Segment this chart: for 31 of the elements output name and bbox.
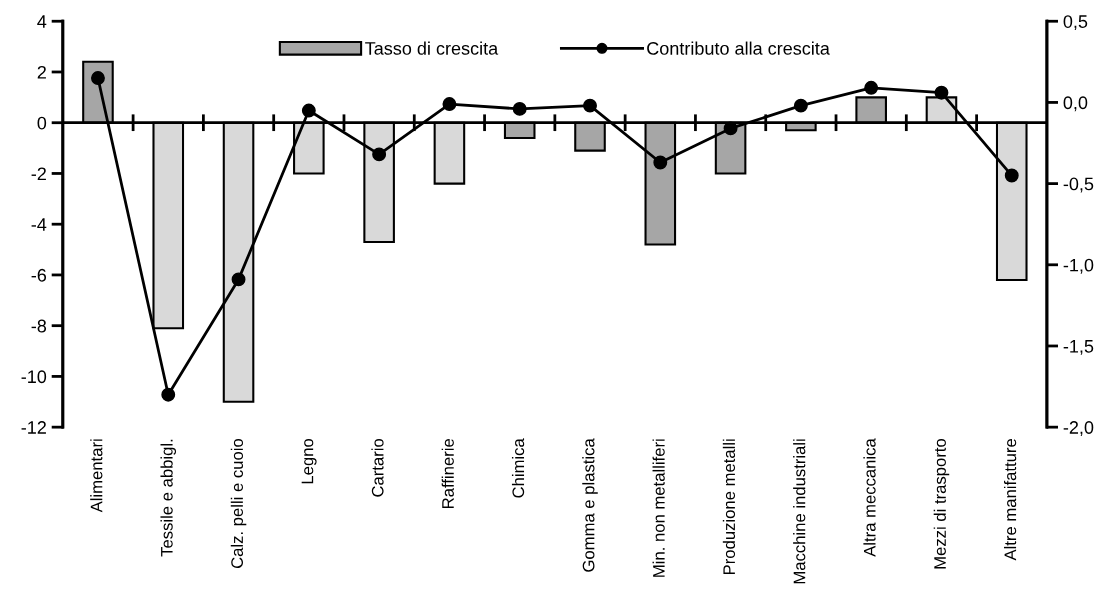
y-tick-label: 4 <box>37 15 47 28</box>
y-tick-label: 0 <box>37 116 47 130</box>
y2-tick-label: 0,0 <box>1063 96 1088 112</box>
x-tick-label: Altre manifatture <box>1003 439 1017 561</box>
y2-tick-label: -1,0 <box>1063 258 1094 274</box>
y-tick-label: -12 <box>21 421 46 434</box>
y-tick-label: -4 <box>31 218 47 231</box>
x-tick-label: Legno <box>301 438 317 484</box>
y-tick-label: 2 <box>37 65 46 79</box>
y2-tick-label: -2,0 <box>1063 421 1094 437</box>
x-tick-label: Cartario <box>371 438 384 497</box>
x-tick-label: Tessile e abbigl. <box>160 439 177 557</box>
x-tick-label: Gomma e plastica <box>582 438 598 572</box>
legend-label: Contributo alla crescita <box>647 41 830 55</box>
y-tick-label: -2 <box>31 167 46 180</box>
x-tick-label: Raffinerie <box>441 439 454 508</box>
y2-tick-label: -0,5 <box>1063 177 1094 193</box>
x-tick-label: Mezzi di trasporto <box>933 438 950 569</box>
y-tick-label: -10 <box>21 370 47 384</box>
y-tick-label: -6 <box>31 268 47 282</box>
legend-label: Tasso di crescita <box>365 41 499 55</box>
x-tick-label: Chimica <box>511 438 525 498</box>
y-tick-label: -8 <box>31 319 47 333</box>
x-tick-label: Macchine industriali <box>793 439 806 584</box>
y2-tick-label: 0,5 <box>1063 15 1088 31</box>
x-tick-label: Altra meccanica <box>863 438 876 557</box>
x-tick-label: Alimentari <box>90 439 103 513</box>
y2-tick-label: -1,5 <box>1063 340 1094 355</box>
x-tick-label: Produzione metalli <box>722 439 736 575</box>
x-tick-label: Calz. pelli e cuoio <box>230 438 247 569</box>
x-tick-label: Min. non metalliferi <box>652 439 665 577</box>
